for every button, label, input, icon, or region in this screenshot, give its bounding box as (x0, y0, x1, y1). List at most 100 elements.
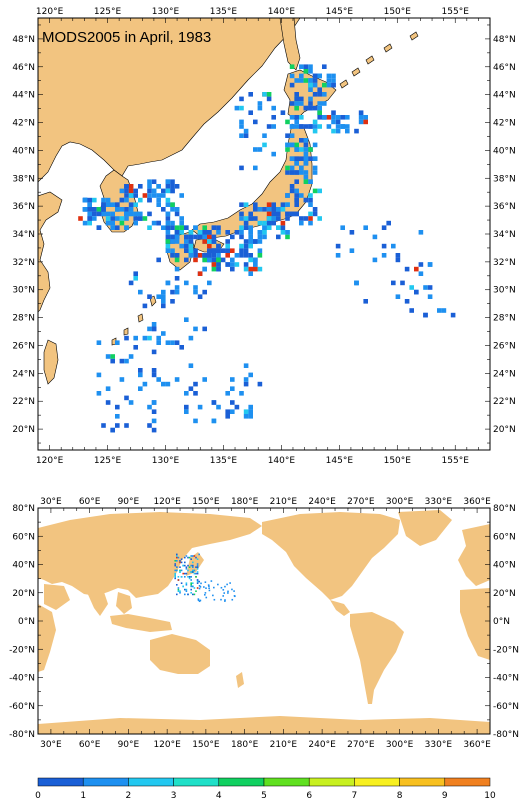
observation-cell (294, 197, 299, 203)
observation-cell (280, 230, 286, 235)
observation-cell (204, 581, 207, 583)
global-lon-label-bottom: 60°E (79, 740, 101, 750)
observation-cell (200, 582, 202, 585)
observation-cell (308, 179, 313, 184)
observation-cell (354, 280, 359, 286)
observation-cell (253, 239, 258, 244)
observation-cell (174, 577, 176, 580)
observation-cell (303, 78, 309, 83)
observation-cell (239, 216, 244, 221)
observation-cell (193, 289, 198, 295)
observation-cell (308, 78, 313, 83)
observation-cell (230, 262, 235, 267)
observation-cell (225, 230, 230, 235)
regional-lon-label-bottom: 120°E (36, 456, 64, 466)
global-lat-label-left: -60°N (9, 702, 35, 712)
observation-cell (151, 368, 157, 373)
observation-cell (174, 207, 180, 212)
global-lon-label-top: 150°E (192, 497, 220, 507)
observation-cell (165, 340, 171, 345)
observation-cell (239, 133, 244, 138)
observation-cell (271, 207, 276, 212)
observation-cell (124, 423, 129, 428)
observation-cell (317, 110, 322, 115)
colorbar-label: 0 (35, 791, 41, 801)
observation-cell (156, 184, 161, 189)
colorbar-segments (37, 777, 491, 787)
regional-lat-label-left: 40°N (12, 146, 35, 156)
japan (186, 552, 204, 576)
observation-cell (299, 124, 304, 129)
observation-cell (147, 197, 152, 203)
observation-cell (87, 211, 92, 217)
observation-cell (239, 225, 244, 230)
observation-cell (176, 553, 178, 556)
observation-cell (253, 266, 258, 272)
observation-cell (195, 576, 197, 578)
observation-cell (239, 248, 244, 253)
observation-cell (184, 564, 186, 567)
observation-cell (177, 588, 180, 591)
observation-cell (299, 156, 304, 161)
observation-cell (427, 262, 433, 267)
observation-cell (138, 197, 143, 203)
observation-cell (266, 202, 272, 207)
observation-cell (133, 276, 138, 281)
observation-cell (174, 225, 180, 230)
observation-cell (437, 308, 442, 313)
observation-cell (185, 582, 188, 584)
observation-cell (176, 569, 178, 572)
observation-cell (198, 587, 201, 590)
observation-cell (303, 156, 309, 161)
observation-cell (349, 230, 355, 235)
observation-cell (180, 558, 183, 560)
global-lat-label-left: 40°N (12, 561, 35, 571)
observation-cell (262, 142, 267, 148)
observation-cell (243, 409, 249, 414)
observation-cell (317, 188, 322, 194)
observation-cell (133, 193, 138, 198)
observation-cell (128, 280, 134, 286)
observation-cell (294, 179, 299, 184)
observation-cell (220, 586, 223, 589)
observation-cell (289, 101, 295, 106)
observation-cell (165, 239, 171, 244)
observation-cell (404, 266, 410, 272)
observation-cell (174, 239, 180, 244)
observation-cell (87, 220, 92, 226)
observation-cell (257, 101, 263, 106)
observation-cell (187, 564, 189, 567)
observation-cell (216, 262, 221, 267)
observation-cell (115, 423, 120, 428)
observation-cell (179, 230, 184, 235)
observation-cell (177, 576, 180, 578)
observation-cell (331, 110, 336, 115)
observation-cell (248, 404, 253, 410)
observation-cell (110, 427, 115, 433)
observation-cell (161, 188, 166, 194)
observation-cell (174, 285, 180, 290)
observation-cell (115, 207, 120, 212)
observation-cell (266, 216, 272, 221)
observation-cell (182, 585, 184, 588)
observation-cell (165, 197, 171, 203)
observation-cell (308, 216, 313, 221)
observation-cell (184, 280, 189, 286)
global-lon-label-bottom: 150°E (192, 740, 220, 750)
observation-cell (105, 211, 111, 217)
observation-cell (184, 593, 186, 596)
regional-ticks: 120°E 120°E 125°E 125°E 130°E 130°E 135°E 135°E… (12, 7, 515, 466)
observation-cell (187, 593, 189, 596)
observation-cell (239, 119, 244, 125)
observation-cell (197, 271, 203, 276)
observation-cell (174, 564, 176, 567)
global-lon-label-bottom: 270°E (347, 740, 375, 750)
observation-cell (165, 243, 171, 249)
observation-cell (138, 216, 143, 221)
observation-cell (170, 184, 175, 189)
south-america (350, 612, 404, 704)
observation-cell (170, 202, 175, 207)
global-lat-label-left: 0°N (18, 617, 35, 627)
observation-cell (205, 587, 207, 590)
observation-cell (299, 170, 304, 175)
